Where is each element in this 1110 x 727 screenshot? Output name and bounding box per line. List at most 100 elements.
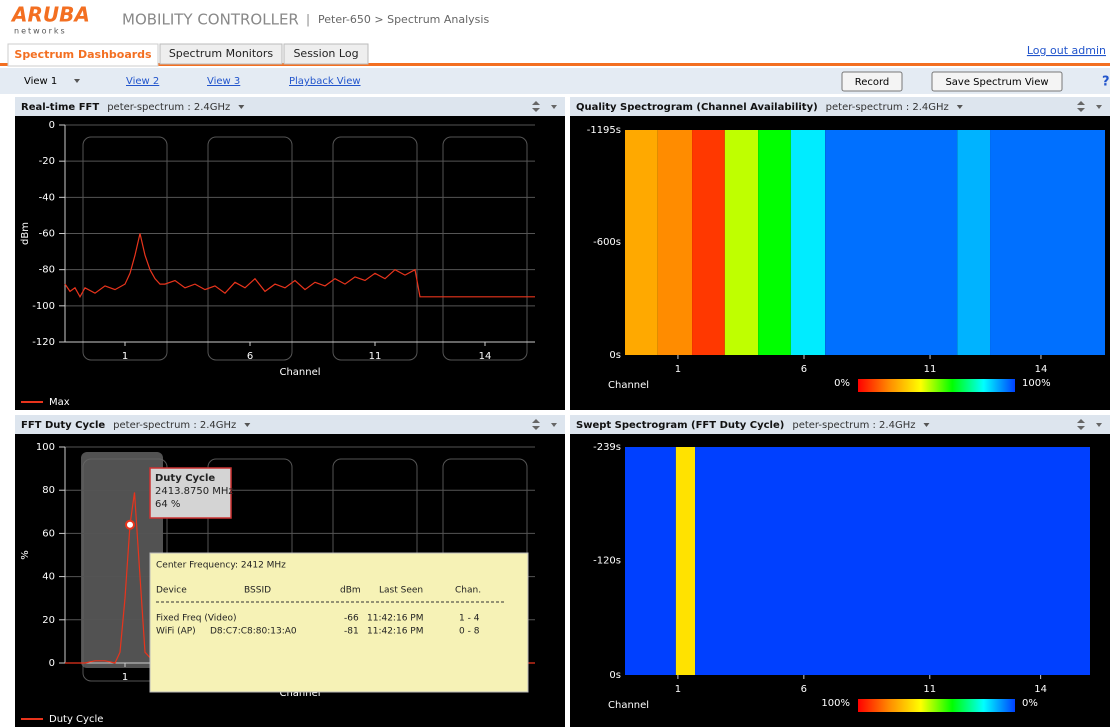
- screen: ARUBA networks MOBILITY CONTROLLER | Pet…: [0, 0, 1110, 727]
- y-tick-label: -80: [39, 265, 55, 276]
- colorbar: [858, 699, 1015, 712]
- x-axis-label: Channel: [279, 367, 320, 378]
- panel-title: Swept Spectrogram (FFT Duty Cycle): [576, 420, 784, 431]
- popup-cell: 1 - 4: [459, 614, 480, 624]
- y-axis-label: %: [20, 550, 31, 560]
- y-tick-label: -100: [32, 301, 55, 312]
- popup-column: Device: [156, 586, 187, 596]
- y-tick-label: 60: [42, 528, 55, 539]
- y-tick-label: 20: [42, 615, 55, 626]
- colorbar-label: 100%: [821, 698, 850, 709]
- tab[interactable]: Spectrum Monitors: [169, 47, 274, 60]
- heatmap-cell: [825, 130, 957, 355]
- x-tick-label: 14: [1034, 684, 1047, 695]
- heatmap-cell: [758, 130, 791, 355]
- x-tick-label: 11: [924, 364, 937, 375]
- y-tick-label: 100: [36, 442, 55, 453]
- popup-cell: Fixed Freq (Video): [156, 614, 237, 624]
- panel-body: [15, 116, 565, 410]
- hover-point: [126, 521, 134, 529]
- separator: |: [306, 13, 310, 27]
- x-tick-label: 6: [801, 364, 807, 375]
- tab[interactable]: Session Log: [293, 47, 358, 60]
- legend-label: Duty Cycle: [49, 714, 103, 725]
- tab[interactable]: Spectrum Dashboards: [14, 48, 152, 61]
- view-select[interactable]: View 1: [24, 76, 57, 87]
- popup-title: Center Frequency: 2412 MHz: [156, 561, 286, 571]
- heatmap-cell: [990, 130, 1105, 355]
- popup-cell: -81: [344, 627, 359, 637]
- x-tick-label: 6: [247, 351, 253, 362]
- x-tick-label: 14: [1035, 364, 1048, 375]
- heatmap-cell: [658, 130, 692, 355]
- heatmap-cell: [791, 130, 825, 355]
- panel-title: Quality Spectrogram (Channel Availabilit…: [576, 102, 818, 113]
- y-tick-label: -20: [39, 156, 55, 167]
- colorbar-label: 0%: [834, 378, 850, 389]
- x-tick-label: 11: [369, 351, 382, 362]
- breadcrumb: Peter-650 > Spectrum Analysis: [318, 13, 489, 26]
- y-tick-label: 80: [42, 485, 55, 496]
- page: ARUBA networks MOBILITY CONTROLLER | Pet…: [0, 0, 1110, 727]
- popup-column: Last Seen: [379, 586, 423, 596]
- heatmap-cell: [625, 447, 676, 675]
- legend-label: Max: [49, 397, 70, 408]
- tooltip-title: Duty Cycle: [155, 473, 215, 484]
- x-tick-label: 14: [479, 351, 492, 362]
- logo-sub: networks: [14, 27, 67, 36]
- view-link[interactable]: Playback View: [289, 76, 361, 87]
- tooltip-text: 64 %: [155, 499, 180, 510]
- y-axis-label: dBm: [20, 222, 31, 245]
- help[interactable]: ?: [1102, 75, 1110, 90]
- y-tick-label: 40: [42, 572, 55, 583]
- x-tick-label: 1: [122, 351, 128, 362]
- panel-source[interactable]: peter-spectrum : 2.4GHz: [826, 102, 949, 113]
- x-tick-label: 1: [675, 364, 681, 375]
- y-tick-label: -40: [39, 192, 55, 203]
- panel-source[interactable]: peter-spectrum : 2.4GHz: [107, 102, 230, 113]
- logo: ARUBA: [10, 3, 90, 27]
- y-tick-label: 0s: [609, 670, 621, 681]
- view-link[interactable]: View 2: [126, 76, 159, 87]
- heatmap-cell: [676, 447, 695, 675]
- heatmap-cell: [725, 130, 758, 355]
- y-tick-label: -120: [32, 337, 55, 348]
- y-tick-label: 0: [49, 120, 55, 131]
- view-link[interactable]: View 3: [207, 76, 240, 87]
- product-name: MOBILITY CONTROLLER: [122, 11, 299, 29]
- popup-cell: -66: [344, 614, 359, 624]
- popup-cell: WiFi (AP): [156, 627, 196, 637]
- tooltip-text: 2413.8750 MHz: [155, 486, 234, 497]
- x-tick-label: 1: [675, 684, 681, 695]
- popup-cell: 11:42:16 PM: [367, 614, 423, 624]
- x-tick-label: 11: [923, 684, 936, 695]
- y-tick-label: 0: [49, 658, 55, 669]
- popup-column: dBm: [340, 586, 361, 596]
- button-label[interactable]: Save Spectrum View: [945, 77, 1048, 88]
- heatmap-cell: [695, 447, 1090, 675]
- panel-source[interactable]: peter-spectrum : 2.4GHz: [113, 420, 236, 431]
- heatmap-cell: [692, 130, 725, 355]
- colorbar-label: 100%: [1022, 378, 1051, 389]
- button-label[interactable]: Record: [855, 77, 890, 88]
- popup-cell: 11:42:16 PM: [367, 627, 423, 637]
- x-tick-label: 6: [801, 684, 807, 695]
- logout-link[interactable]: Log out admin: [1027, 44, 1106, 57]
- y-tick-label: -120s: [593, 556, 621, 567]
- colorbar-label: 0%: [1022, 698, 1038, 709]
- popup-column: Chan.: [455, 586, 481, 596]
- y-tick-label: -60: [39, 229, 55, 240]
- heatmap-cell: [625, 130, 658, 355]
- popup-column: BSSID: [244, 586, 271, 596]
- panel-source[interactable]: peter-spectrum : 2.4GHz: [792, 420, 915, 431]
- heatmap-cell: [957, 130, 990, 355]
- x-tick-label: 1: [122, 672, 128, 683]
- y-tick-label: -600s: [593, 237, 621, 248]
- popup-cell: 0 - 8: [459, 627, 480, 637]
- y-tick-label: 0s: [609, 350, 621, 361]
- colorbar: [858, 379, 1015, 392]
- x-axis-label: Channel: [608, 700, 649, 711]
- y-tick-label: -1195s: [587, 125, 621, 136]
- popup-cell: D8:C7:C8:80:13:A0: [210, 627, 297, 637]
- x-axis-label: Channel: [608, 380, 649, 391]
